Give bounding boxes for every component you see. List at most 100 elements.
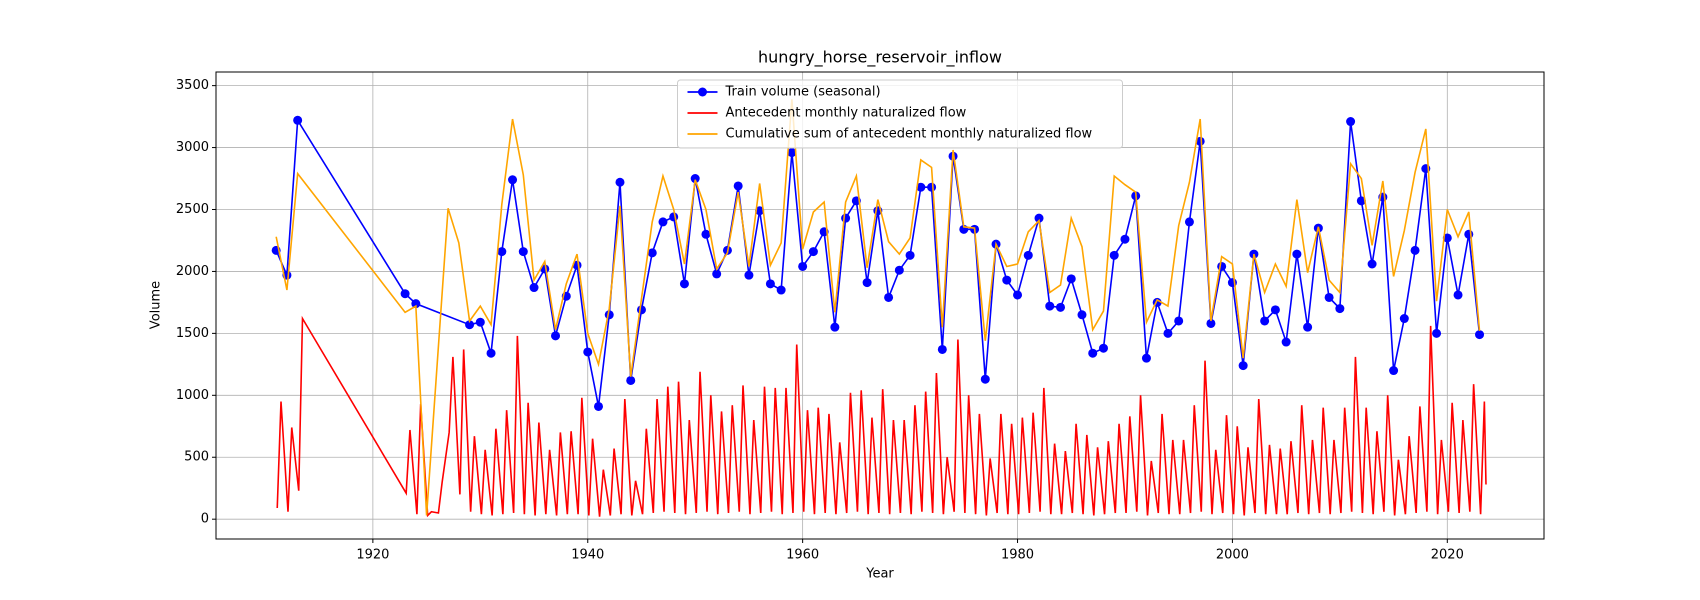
data-point <box>744 270 754 280</box>
y-tick-label: 1000 <box>176 388 209 403</box>
data-point <box>615 177 625 187</box>
y-tick-label: 3000 <box>176 140 209 155</box>
data-point <box>1238 361 1248 371</box>
data-point <box>529 283 539 293</box>
x-tick-label: 1940 <box>571 548 604 563</box>
data-point <box>1292 249 1302 259</box>
legend-label: Train volume (seasonal) <box>725 85 881 100</box>
series-line <box>276 315 1487 518</box>
data-point <box>1281 337 1291 347</box>
data-point <box>465 320 475 330</box>
y-tick-label: 0 <box>201 512 209 527</box>
data-point <box>894 265 904 275</box>
data-point <box>1174 316 1184 326</box>
data-point <box>1432 328 1442 338</box>
data-point <box>508 175 518 185</box>
data-point <box>551 331 561 341</box>
x-axis-label: Year <box>865 567 894 582</box>
data-point <box>647 248 657 258</box>
data-point <box>1002 275 1012 285</box>
data-point <box>884 292 894 302</box>
data-point <box>1464 229 1474 239</box>
data-point <box>1217 261 1227 271</box>
data-point <box>636 305 646 315</box>
data-point <box>1184 217 1194 227</box>
data-point <box>669 212 679 222</box>
data-point <box>583 347 593 357</box>
data-point <box>808 247 818 257</box>
data-point <box>1120 234 1130 244</box>
x-tick-label: 1920 <box>356 548 389 563</box>
data-point <box>841 213 851 223</box>
data-point <box>1346 117 1356 127</box>
data-point <box>733 181 743 191</box>
y-axis-label: Volume <box>149 281 164 329</box>
series-line <box>275 117 1481 407</box>
data-point <box>679 279 689 289</box>
data-point <box>1034 213 1044 223</box>
y-tick-label: 500 <box>184 450 209 465</box>
data-point <box>411 299 421 309</box>
data-point <box>1066 274 1076 284</box>
data-point <box>658 217 668 227</box>
data-point <box>1260 316 1270 326</box>
y-tick-label: 2500 <box>176 202 209 217</box>
y-tick-label: 2000 <box>176 264 209 279</box>
legend: Train volume (seasonal) Antecedent monthl… <box>677 79 1123 149</box>
data-point <box>755 206 765 216</box>
data-point <box>980 374 990 384</box>
plot-frame <box>215 71 1545 540</box>
y-tick-label: 3500 <box>176 78 209 93</box>
data-point <box>787 148 797 158</box>
data-point <box>1389 366 1399 376</box>
data-point <box>1013 290 1023 300</box>
data-point <box>830 322 840 332</box>
data-point <box>1270 305 1280 315</box>
data-point <box>1206 318 1216 328</box>
data-point <box>905 250 915 260</box>
data-point <box>1303 322 1313 332</box>
data-point <box>1045 301 1055 311</box>
x-tick-label: 1980 <box>1001 548 1034 563</box>
x-tick-label: 2020 <box>1431 548 1464 563</box>
data-point <box>1023 250 1033 260</box>
data-point <box>927 182 937 192</box>
data-point <box>1141 353 1151 363</box>
data-point <box>798 261 808 271</box>
data-point <box>1056 302 1066 312</box>
data-point <box>1442 233 1452 243</box>
legend-label: Antecedent monthly naturalized flow <box>726 106 967 121</box>
data-point <box>712 269 722 279</box>
data-point <box>475 317 485 327</box>
data-point <box>776 285 786 295</box>
data-point <box>765 279 775 289</box>
series-line <box>275 99 1481 516</box>
data-point <box>1475 330 1485 340</box>
chart-title: hungry_horse_reservoir_inflow <box>758 48 1002 68</box>
data-point <box>1098 343 1108 353</box>
data-point <box>690 174 700 184</box>
legend-label: Cumulative sum of antecedent monthly nat… <box>726 127 1093 142</box>
data-point <box>626 375 636 385</box>
data-point <box>916 182 926 192</box>
data-point <box>1195 136 1205 146</box>
data-point <box>497 247 507 257</box>
data-point <box>1410 245 1420 255</box>
data-point <box>701 229 711 239</box>
x-tick-label: 2000 <box>1216 548 1249 563</box>
data-point <box>1453 290 1463 300</box>
data-point <box>1335 304 1345 314</box>
data-point <box>1367 259 1377 269</box>
data-point <box>1088 348 1098 358</box>
data-point <box>518 247 528 257</box>
data-point <box>1399 314 1409 324</box>
data-point <box>1356 196 1366 206</box>
data-point <box>1324 292 1334 302</box>
data-point <box>293 115 303 125</box>
y-tick-label: 1500 <box>176 326 209 341</box>
x-tick-label: 1960 <box>786 548 819 563</box>
legend-box <box>677 79 1123 149</box>
data-point <box>400 289 410 299</box>
